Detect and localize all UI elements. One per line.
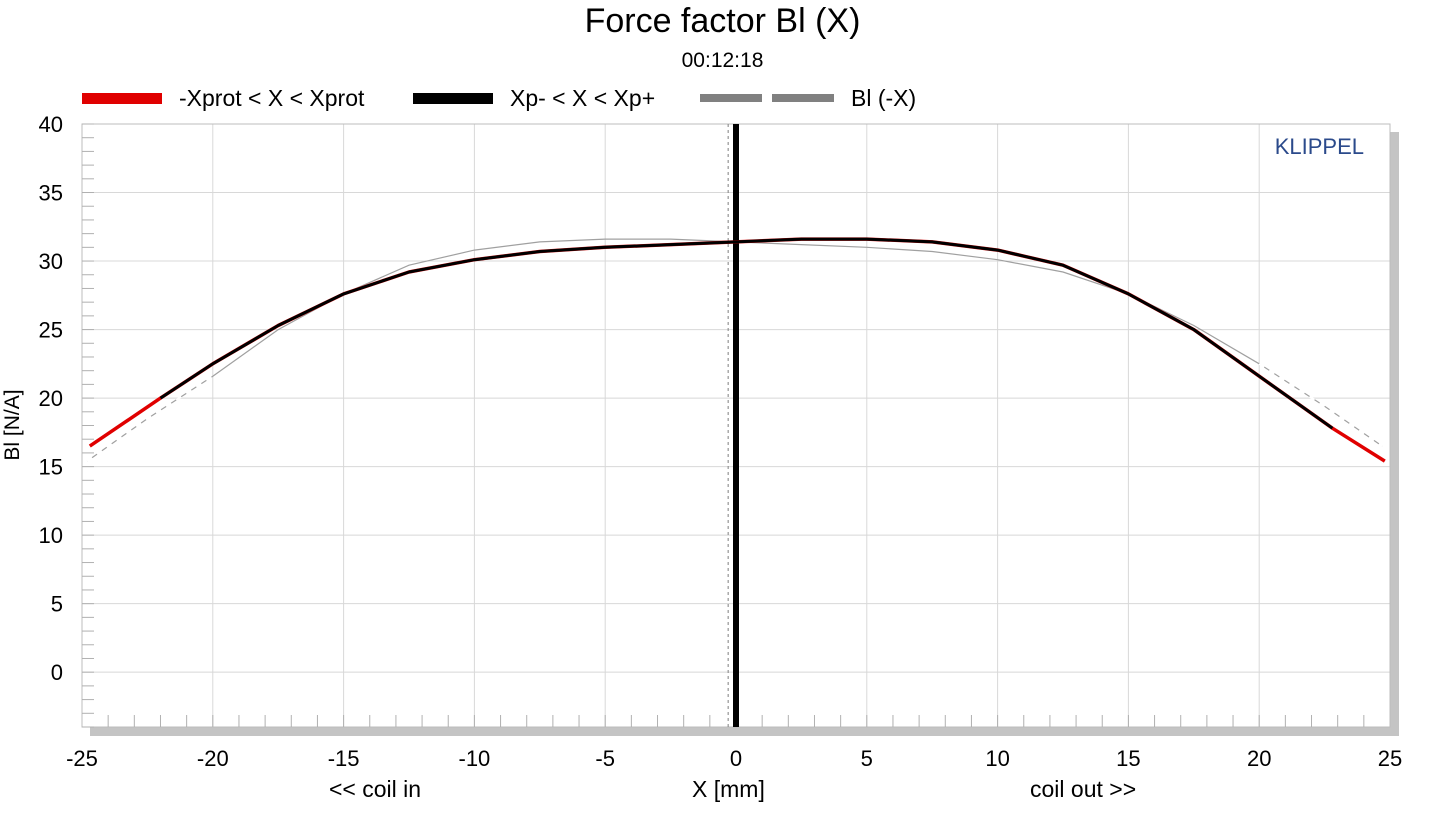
y-tick-label: 35 — [39, 181, 63, 206]
x-axis-label-coil-out: coil out >> — [1030, 776, 1137, 802]
x-tick-label: -10 — [459, 746, 491, 771]
y-tick-label: 30 — [39, 249, 63, 274]
x-tick-label: -15 — [328, 746, 360, 771]
legend-swatch-bl-neg-x-a — [700, 94, 762, 102]
curve-bl-neg-x-dash-left — [86, 375, 214, 462]
curve-bl-neg-x-dash-right — [1258, 362, 1383, 447]
legend-item-xprot: -Xprot < X < Xprot — [82, 84, 364, 112]
legend-swatch-xprot — [82, 92, 162, 104]
x-tick-label: -20 — [197, 746, 229, 771]
x-tick-label: 5 — [861, 746, 873, 771]
legend-label-xp: Xp- < X < Xp+ — [510, 84, 656, 111]
curve-xp — [159, 237, 1334, 430]
plot-shadow-bottom — [90, 727, 1399, 736]
y-tick-label: 5 — [51, 592, 63, 617]
chart-subtitle: 00:12:18 — [681, 49, 764, 72]
brand-label: KLIPPEL — [1275, 134, 1364, 159]
y-tick-label: 40 — [39, 112, 63, 137]
x-tick-label: 20 — [1247, 746, 1271, 771]
plot-shadow-right — [1390, 132, 1399, 735]
chart-title: Force factor Bl (X) — [584, 2, 861, 40]
legend-item-xp: Xp- < X < Xp+ — [413, 84, 655, 112]
y-tick-label: 10 — [39, 523, 63, 548]
y-tick-label: 25 — [39, 318, 63, 343]
x-axis-label: X [mm] — [692, 776, 765, 802]
x-tick-label: 10 — [985, 746, 1009, 771]
legend-label-xprot: -Xprot < X < Xprot — [179, 84, 365, 111]
y-tick-label: 15 — [39, 455, 63, 480]
x-tick-label: 25 — [1378, 746, 1402, 771]
y-tick-label: 20 — [39, 386, 63, 411]
x-tick-label: -25 — [66, 746, 98, 771]
legend-label-bl-neg-x: Bl (-X) — [851, 84, 917, 111]
x-tick-label: 15 — [1116, 746, 1140, 771]
x-tick-label: 0 — [730, 746, 742, 771]
legend-item-bl-neg-x: Bl (-X) — [700, 84, 916, 112]
x-axis-label-coil-in: << coil in — [329, 776, 422, 802]
x-tick-label: -5 — [595, 746, 615, 771]
legend-swatch-bl-neg-x-b — [772, 94, 834, 102]
y-tick-label: 0 — [51, 660, 63, 685]
legend-swatch-xp — [413, 92, 493, 104]
